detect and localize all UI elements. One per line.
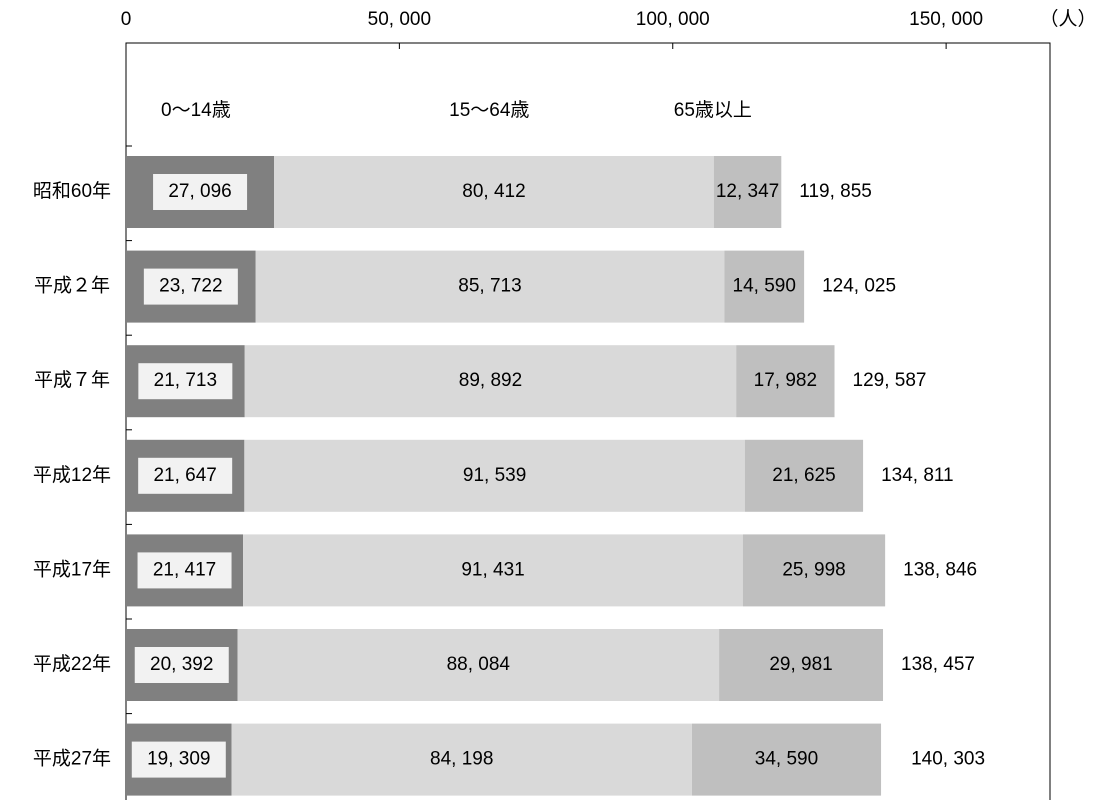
- bar-segment: [231, 723, 692, 796]
- value-label: 88, 084: [447, 654, 511, 675]
- y-tick-label: 平成７年: [34, 369, 110, 391]
- value-label: 19, 309: [147, 749, 210, 770]
- legend-label: 0～14歳: [161, 99, 231, 121]
- value-label: 23, 722: [159, 276, 222, 297]
- bar-segment: [244, 439, 745, 512]
- bar-segment: [255, 250, 725, 323]
- label-box: [153, 174, 248, 210]
- legend-label: 65歳以上: [674, 99, 752, 121]
- x-tick-label: 0: [121, 9, 132, 30]
- bar-segment: [744, 439, 864, 512]
- bar-segment: [691, 723, 882, 796]
- value-label: 21, 713: [154, 370, 217, 391]
- bar-segment: [713, 156, 782, 228]
- value-label: 21, 625: [772, 465, 835, 486]
- value-label: 91, 431: [461, 559, 524, 580]
- bar-segment: [237, 629, 720, 701]
- bar-segment: [736, 345, 835, 418]
- label-box: [137, 552, 232, 589]
- x-tick-label: 150, 000: [909, 9, 983, 30]
- value-label: 20, 392: [150, 654, 213, 675]
- value-label: 12, 347: [716, 181, 779, 202]
- y-tick-label: 平成22年: [33, 653, 111, 675]
- bar-segment: [719, 629, 884, 701]
- bar-segment: [742, 534, 886, 607]
- value-label: 21, 647: [153, 465, 216, 486]
- legend-label: 15～64歳: [449, 99, 529, 121]
- bar-segment: [243, 534, 743, 607]
- bar-segment: [274, 156, 714, 228]
- value-label: 17, 982: [754, 370, 817, 391]
- value-label: 89, 892: [459, 370, 522, 391]
- label-box: [131, 741, 226, 778]
- unit-label: （人）: [1039, 8, 1094, 30]
- total-label: 134, 811: [881, 465, 954, 486]
- total-label: 119, 855: [799, 181, 872, 202]
- y-tick-label: 平成27年: [33, 748, 111, 770]
- label-box: [134, 647, 229, 683]
- value-label: 91, 539: [463, 465, 526, 486]
- x-tick-label: 100, 000: [636, 9, 710, 30]
- y-tick-label: 平成12年: [33, 464, 111, 486]
- total-label: 140, 303: [911, 749, 985, 770]
- value-label: 27, 096: [168, 181, 231, 202]
- value-label: 80, 412: [462, 181, 525, 202]
- total-label: 138, 457: [901, 654, 975, 675]
- value-label: 29, 981: [769, 654, 832, 675]
- value-label: 25, 998: [782, 559, 845, 580]
- value-label: 14, 590: [733, 276, 796, 297]
- value-label: 21, 417: [153, 559, 216, 580]
- bar-segment: [244, 345, 737, 418]
- x-tick-label: 50, 000: [368, 9, 431, 30]
- label-box: [143, 268, 238, 305]
- y-tick-label: 平成２年: [34, 275, 110, 297]
- total-label: 129, 587: [853, 370, 927, 391]
- total-label: 124, 025: [822, 276, 896, 297]
- label-box: [138, 457, 233, 494]
- y-tick-label: 平成17年: [33, 558, 111, 580]
- plot-frame: [125, 42, 1051, 805]
- bar-segment: [724, 250, 805, 323]
- value-label: 84, 198: [430, 749, 493, 770]
- label-box: [138, 363, 233, 400]
- y-tick-label: 昭和60年: [33, 180, 111, 202]
- total-label: 138, 846: [903, 559, 977, 580]
- value-label: 34, 590: [755, 749, 818, 770]
- value-label: 85, 713: [458, 276, 521, 297]
